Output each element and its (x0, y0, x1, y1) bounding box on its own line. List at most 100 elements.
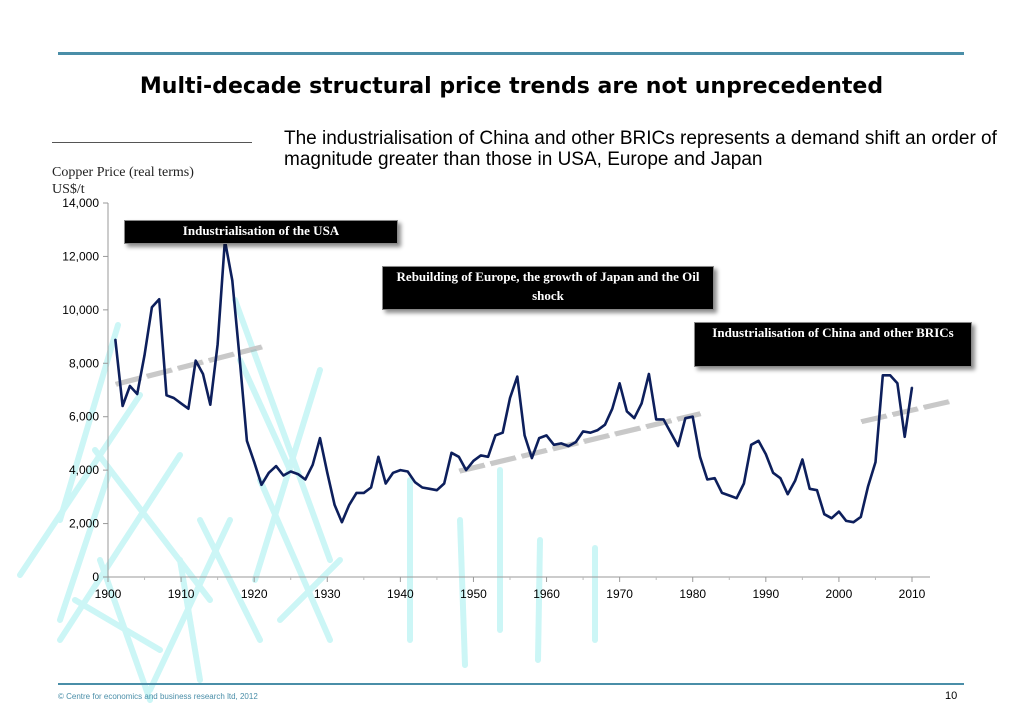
trend-line (458, 411, 701, 472)
footer-copyright: © Centre for economics and business rese… (58, 692, 258, 701)
data-point (706, 478, 709, 481)
decoration-stroke (177, 557, 203, 683)
decoration-stroke (72, 597, 163, 653)
x-tick-label: 1930 (314, 587, 341, 601)
data-point (648, 373, 650, 375)
top-rule (58, 52, 964, 55)
x-tick-label: 1900 (95, 587, 122, 601)
data-point (472, 459, 475, 462)
data-point (494, 434, 497, 437)
data-point (699, 455, 701, 458)
chart-axes: 0 2,000 4,000 6,000 8,000 10,000 12,000 14,000 1… (62, 196, 930, 601)
data-point (114, 338, 117, 341)
data-point (670, 431, 672, 434)
data-point (355, 492, 358, 494)
data-point (450, 451, 453, 454)
data-point (421, 486, 424, 489)
y-tick-label: 8,000 (69, 356, 99, 370)
x-tick-label: 1920 (241, 587, 268, 601)
annotation-china-brics: Industrialisation of China and other BRI… (694, 322, 972, 367)
x-tick-label: 1970 (606, 587, 633, 601)
data-point (560, 442, 562, 445)
trend-line (860, 399, 949, 423)
data-point (326, 472, 329, 474)
data-point (808, 488, 811, 490)
data-point (246, 439, 248, 442)
data-point (216, 343, 219, 346)
slide-description: The industrialisation of China and other… (284, 128, 997, 170)
decoration-stroke (457, 517, 468, 668)
y-tick-label: 6,000 (69, 410, 99, 424)
data-point (691, 415, 694, 418)
data-point (370, 486, 372, 489)
data-point (523, 434, 526, 437)
data-point (377, 455, 380, 458)
x-tick-label: 2000 (826, 587, 853, 601)
data-point (487, 455, 489, 458)
x-tick-label: 1950 (460, 587, 487, 601)
x-tick-label: 1960 (533, 587, 560, 601)
decoration-stroke (232, 297, 333, 563)
data-point (655, 418, 657, 421)
data-point (384, 482, 387, 485)
data-point (604, 423, 606, 426)
decoration-stroke (252, 367, 323, 583)
y-tick-label: 10,000 (62, 303, 99, 317)
y-tick-label: 12,000 (62, 249, 99, 263)
decoration-stroke (535, 537, 543, 663)
data-point (618, 382, 621, 385)
data-point (538, 437, 541, 439)
data-point (121, 405, 124, 407)
bottom-rule (58, 683, 964, 685)
y-axis-label: US$/t (52, 182, 85, 197)
data-point (392, 472, 394, 474)
y-tick-label: 14,000 (62, 196, 99, 210)
data-point (509, 397, 511, 399)
data-point (626, 410, 628, 413)
decoration-stroke (17, 392, 143, 578)
y-tick-label: 0 (92, 570, 99, 584)
data-point (874, 461, 877, 463)
data-point (574, 441, 577, 443)
data-point (414, 481, 416, 483)
data-point (531, 457, 533, 459)
data-point (406, 470, 409, 473)
data-point (794, 480, 796, 482)
data-point (838, 510, 840, 513)
data-point (823, 513, 826, 516)
data-point (779, 477, 782, 479)
data-point (567, 445, 570, 447)
data-point (860, 516, 862, 518)
data-point (516, 375, 519, 378)
data-point (348, 504, 351, 506)
data-point (282, 474, 285, 477)
data-point (297, 473, 299, 475)
decoration-stroke (277, 557, 343, 623)
series-group (114, 239, 914, 524)
annotation-europe-japan: Rebuilding of Europe, the growth of Japa… (382, 266, 714, 310)
data-point (589, 431, 592, 434)
data-point (187, 407, 190, 410)
data-point (633, 417, 636, 419)
data-point (743, 482, 745, 485)
data-point (677, 445, 679, 447)
x-tick-label: 1940 (387, 587, 414, 601)
data-point (436, 489, 438, 491)
data-point (194, 359, 197, 362)
data-point (209, 403, 212, 406)
data-point (889, 374, 891, 377)
data-point (304, 478, 307, 481)
data-point (596, 429, 599, 431)
data-point (845, 520, 848, 522)
data-point (757, 439, 760, 442)
data-point (553, 443, 555, 446)
data-point (333, 504, 336, 506)
data-point (172, 397, 175, 399)
data-point (640, 402, 643, 405)
data-point (428, 488, 431, 490)
data-point (319, 437, 321, 439)
decoration-stroke (57, 467, 113, 623)
background-decoration (17, 297, 598, 703)
data-point (684, 417, 687, 419)
